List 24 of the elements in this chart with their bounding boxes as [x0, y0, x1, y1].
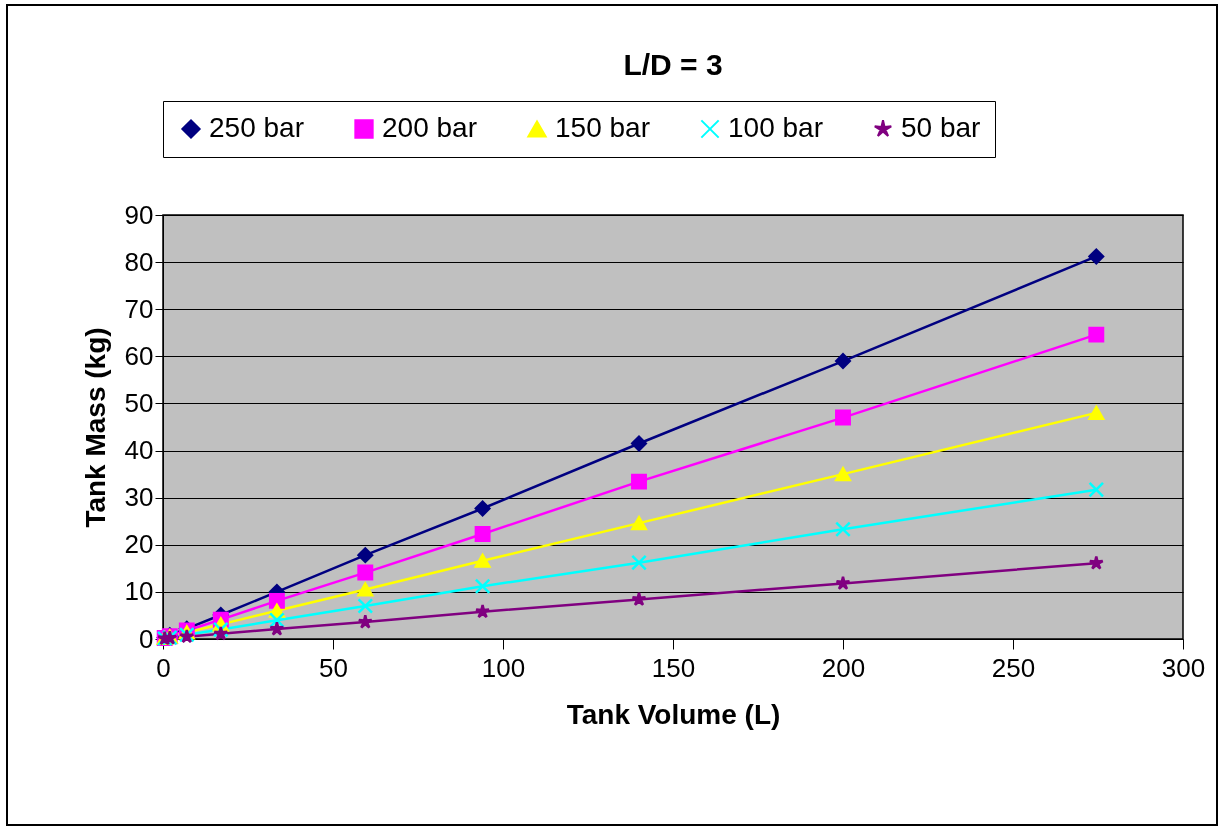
y-axis-title: Tank Mass (kg) [79, 327, 111, 528]
x-tick-label: 250 [991, 652, 1036, 683]
x-tick-label: 100 [481, 652, 526, 683]
y-tick-label: 60 [124, 340, 154, 371]
x-tick-label: 150 [651, 652, 696, 683]
legend-label: 100 bar [728, 112, 823, 143]
x-tick-label: 200 [821, 652, 866, 683]
chart-title: L/D = 3 [623, 47, 723, 81]
legend-label: 50 bar [901, 112, 981, 143]
y-tick-label: 50 [124, 387, 154, 418]
y-tick-label: 90 [124, 199, 154, 230]
legend-label: 250 bar [209, 112, 304, 143]
x-axis-title: Tank Volume (L) [566, 698, 781, 730]
y-tick-label: 80 [124, 246, 154, 277]
y-tick-label: 20 [124, 529, 154, 560]
y-tick-label: 30 [124, 482, 154, 513]
legend-label: 200 bar [382, 112, 477, 143]
y-tick-label: 0 [139, 623, 154, 654]
y-tick-label: 10 [124, 576, 154, 607]
x-tick-label: 300 [1161, 652, 1206, 683]
y-tick-label: 70 [124, 293, 154, 324]
legend-label: 150 bar [555, 112, 650, 143]
y-tick-label: 40 [124, 435, 154, 466]
x-tick-label: 50 [319, 652, 348, 683]
